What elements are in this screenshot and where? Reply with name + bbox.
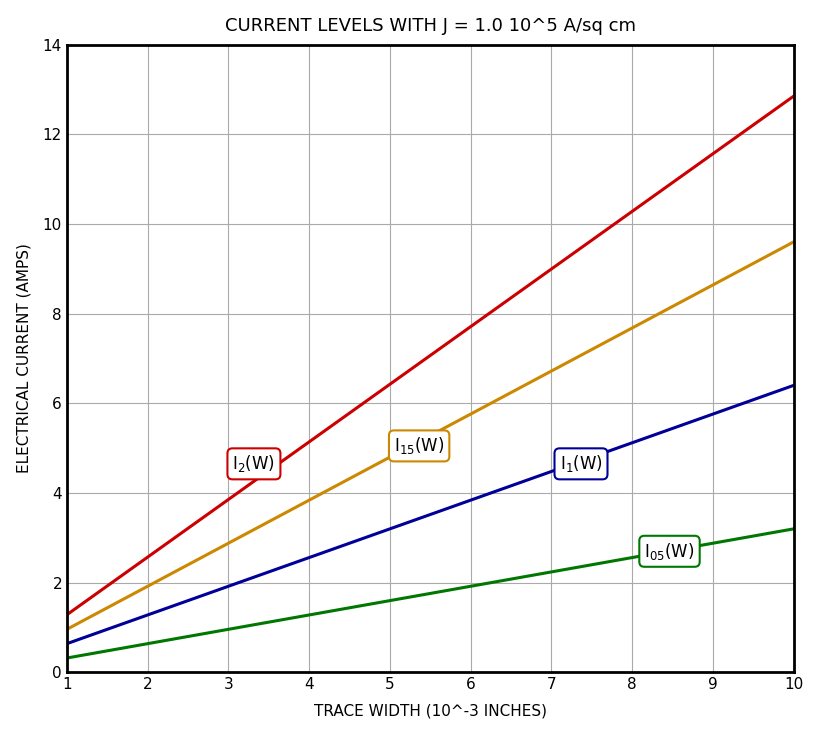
Text: I$_1$(W): I$_1$(W) xyxy=(559,453,602,474)
Text: I$_{15}$(W): I$_{15}$(W) xyxy=(393,435,444,456)
Text: I$_2$(W): I$_2$(W) xyxy=(232,453,275,474)
Title: CURRENT LEVELS WITH J = 1.0 10^5 A/sq cm: CURRENT LEVELS WITH J = 1.0 10^5 A/sq cm xyxy=(224,17,635,35)
Text: I$_{05}$(W): I$_{05}$(W) xyxy=(644,541,694,562)
Y-axis label: ELECTRICAL CURRENT (AMPS): ELECTRICAL CURRENT (AMPS) xyxy=(16,243,32,473)
X-axis label: TRACE WIDTH (10^-3 INCHES): TRACE WIDTH (10^-3 INCHES) xyxy=(314,703,546,718)
